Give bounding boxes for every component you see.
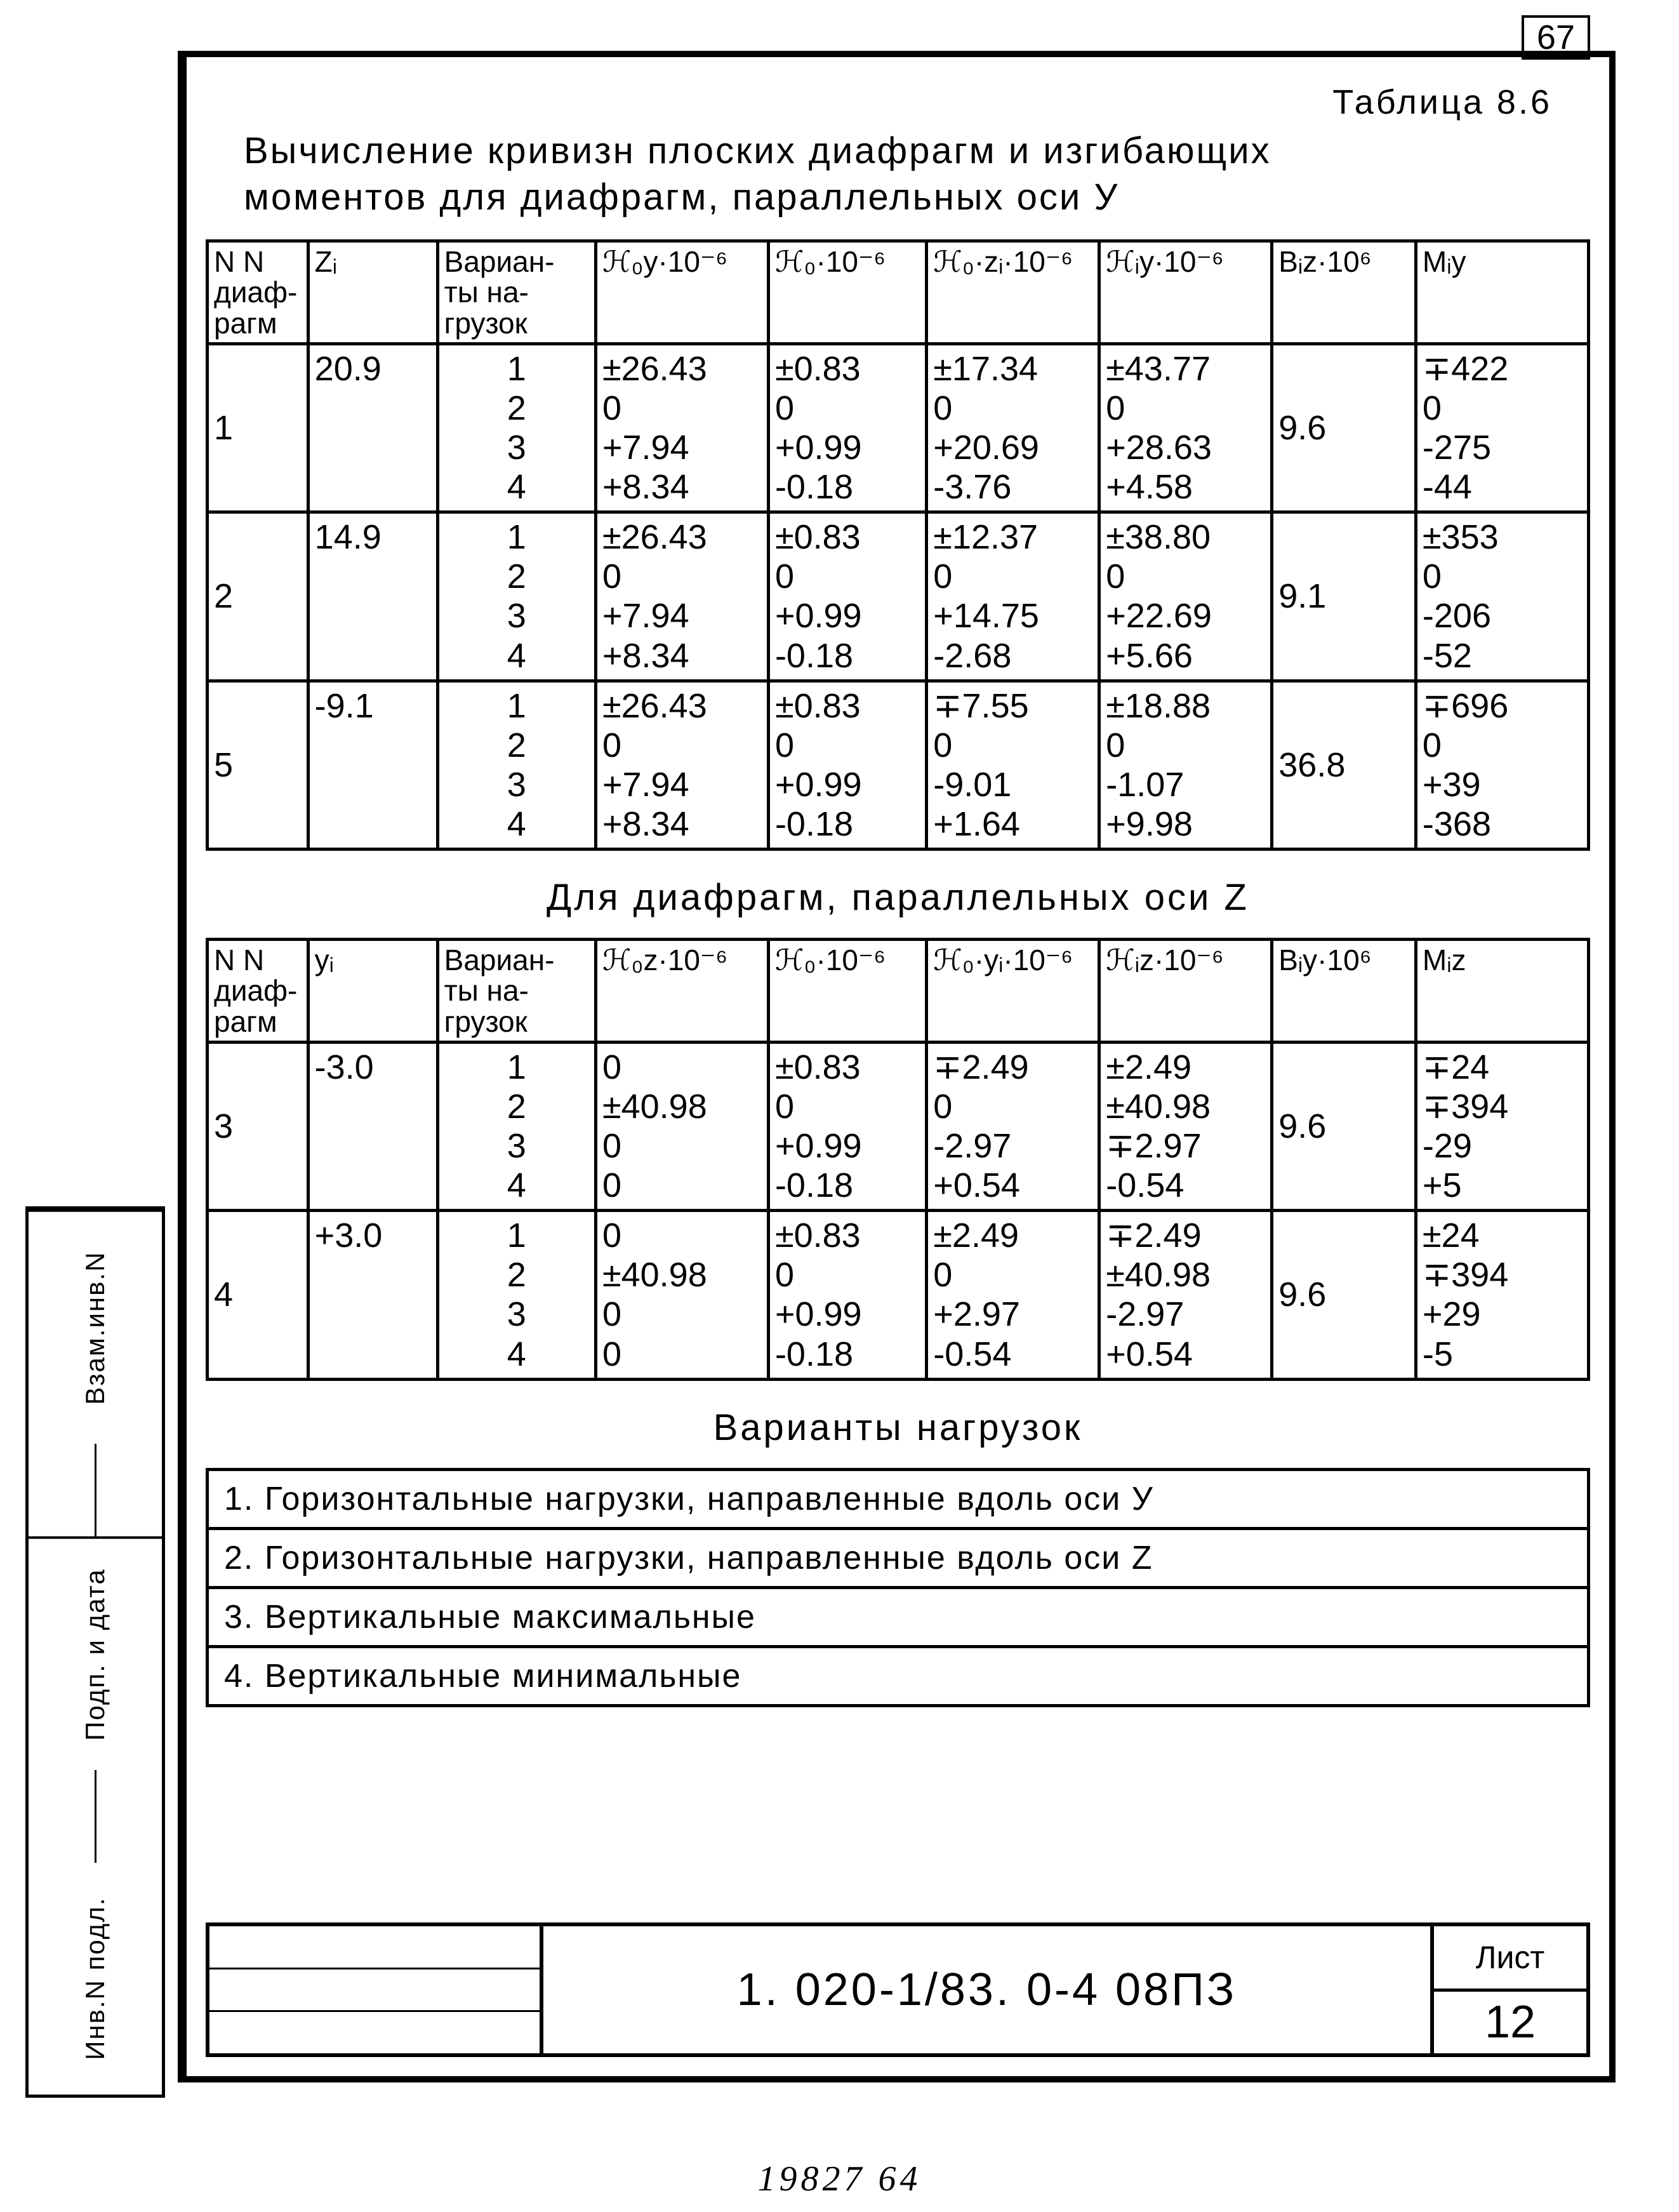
cell-var: 1 2 3 4 (437, 512, 595, 681)
cell-nn: 3 (208, 1042, 309, 1210)
cell-hoyi: ∓2.49 0 -2.97 +0.54 (927, 1042, 1099, 1210)
table-header-row: N N диаф- рагм yᵢ Вариан- ты на- грузок … (208, 940, 1589, 1043)
variant-item: 3. Вертикальные максимальные (208, 1587, 1589, 1646)
cell-var: 1 2 3 4 (437, 1042, 595, 1210)
cell-yi: +3.0 (308, 1211, 437, 1379)
page: 67 Взам.инв.N Подп. и дата Инв.N подл. Т… (0, 0, 1679, 2212)
table-row: 2 14.9 1 2 3 4 ±26.43 0 +7.94 +8.34 ±0.8… (208, 512, 1589, 681)
cell-var: 1 2 3 4 (437, 681, 595, 849)
title-block: 1. 020-1/83. 0-4 08ПЗ Лист 12 (206, 1922, 1590, 2057)
cell-hozi: ∓7.55 0 -9.01 +1.64 (927, 681, 1099, 849)
cell-nn: 4 (208, 1211, 309, 1379)
cell-hoy: ±26.43 0 +7.94 +8.34 (595, 512, 768, 681)
cell-var: 1 2 3 4 (437, 343, 595, 512)
cell-hiy: ±18.88 0 -1.07 +9.98 (1099, 681, 1272, 849)
variants-title: Варианты нагрузок (206, 1406, 1590, 1449)
table-y-axis: N N диаф- рагм Zᵢ Вариан- ты на- грузок … (206, 239, 1590, 851)
cell-biz: 36.8 (1272, 681, 1416, 849)
th-ho: ℋ₀·10⁻⁶ (768, 940, 926, 1043)
cell-hoy: ±26.43 0 +7.94 +8.34 (595, 343, 768, 512)
footer-meta: 19827 64 (758, 2159, 922, 2199)
drawing-frame: Таблица 8.6 Вычисление кривизн плоских д… (178, 51, 1616, 2082)
th-var: Вариан- ты на- грузок (437, 940, 595, 1043)
cell-biz: 9.6 (1272, 343, 1416, 512)
table-z-axis: N N диаф- рагм yᵢ Вариан- ты на- грузок … (206, 938, 1590, 1381)
cell-nn: 1 (208, 343, 309, 512)
cell-ho: ±0.83 0 +0.99 -0.18 (768, 512, 926, 681)
cell-hiy: ±43.77 0 +28.63 +4.58 (1099, 343, 1272, 512)
cell-ho: ±0.83 0 +0.99 -0.18 (768, 343, 926, 512)
variant-item: 4. Вертикальные минимальные (208, 1646, 1589, 1705)
cell-ho: ±0.83 0 +0.99 -0.18 (768, 681, 926, 849)
document-number: 1. 020-1/83. 0-4 08ПЗ (543, 1926, 1430, 2053)
cell-hiz: ±2.49 ±40.98 ∓2.97 -0.54 (1099, 1042, 1272, 1210)
th-miz: Mᵢz (1416, 940, 1588, 1043)
cell-hoyi: ±2.49 0 +2.97 -0.54 (927, 1211, 1099, 1379)
variant-item: 1. Горизонтальные нагрузки, направленные… (208, 1469, 1589, 1528)
th-var: Вариан- ты на- грузок (437, 241, 595, 344)
cell-miz: ∓24 ∓394 -29 +5 (1416, 1042, 1588, 1210)
cell-biy: 9.6 (1272, 1042, 1416, 1210)
title-block-revision-grid (209, 1926, 543, 2053)
th-biy: Bᵢy·10⁶ (1272, 940, 1416, 1043)
table-row: 4 +3.0 1 2 3 4 0 ±40.98 0 0 ±0.83 0 +0.9… (208, 1211, 1589, 1379)
side-label-1: Взам.инв.N (29, 1209, 162, 1444)
cell-hozi: ±12.37 0 +14.75 -2.68 (927, 512, 1099, 681)
table-label: Таблица 8.6 (206, 83, 1552, 122)
table-row: 5 -9.1 1 2 3 4 ±26.43 0 +7.94 +8.34 ±0.8… (208, 681, 1589, 849)
variants-list: 1. Горизонтальные нагрузки, направленные… (206, 1468, 1590, 1707)
cell-hiy: ±38.80 0 +22.69 +5.66 (1099, 512, 1272, 681)
page-title: Вычисление кривизн плоских диафрагм и из… (244, 128, 1565, 220)
sheet-number-box: Лист 12 (1430, 1926, 1586, 2053)
th-hoy: ℋ₀y·10⁻⁶ (595, 241, 768, 344)
cell-biy: 9.6 (1272, 1211, 1416, 1379)
th-hozi: ℋ₀·zᵢ·10⁻⁶ (927, 241, 1099, 344)
table-header-row: N N диаф- рагм Zᵢ Вариан- ты на- грузок … (208, 241, 1589, 344)
th-zi: Zᵢ (308, 241, 437, 344)
cell-biz: 9.1 (1272, 512, 1416, 681)
th-hoyi: ℋ₀·yᵢ·10⁻⁶ (927, 940, 1099, 1043)
cell-ho: ±0.83 0 +0.99 -0.18 (768, 1211, 926, 1379)
side-label-3: Инв.N подл. (29, 1863, 162, 2095)
th-nn: N N диаф- рагм (208, 940, 309, 1043)
cell-zi: 20.9 (308, 343, 437, 512)
th-hoz: ℋ₀z·10⁻⁶ (595, 940, 768, 1043)
cell-hoy: ±26.43 0 +7.94 +8.34 (595, 681, 768, 849)
th-yi: yᵢ (308, 940, 437, 1043)
cell-yi: -3.0 (308, 1042, 437, 1210)
sheet-number: 12 (1434, 1992, 1586, 2054)
cell-miy: ±353 0 -206 -52 (1416, 512, 1588, 681)
th-hiz: ℋᵢz·10⁻⁶ (1099, 940, 1272, 1043)
th-nn: N N диаф- рагм (208, 241, 309, 344)
cell-zi: -9.1 (308, 681, 437, 849)
cell-hoz: 0 ±40.98 0 0 (595, 1211, 768, 1379)
side-label-2: Подп. и дата (29, 1536, 162, 1771)
variant-item: 2. Горизонтальные нагрузки, направленные… (208, 1528, 1589, 1587)
cell-miy: ∓696 0 +39 -368 (1416, 681, 1588, 849)
cell-nn: 5 (208, 681, 309, 849)
th-ho: ℋ₀·10⁻⁶ (768, 241, 926, 344)
cell-miy: ∓422 0 -275 -44 (1416, 343, 1588, 512)
mid-section-title: Для диафрагм, параллельных оси Z (206, 876, 1590, 919)
cell-hozi: ±17.34 0 +20.69 -3.76 (927, 343, 1099, 512)
title-line-1: Вычисление кривизн плоских диафрагм и из… (244, 130, 1271, 171)
cell-zi: 14.9 (308, 512, 437, 681)
cell-hiz: ∓2.49 ±40.98 -2.97 +0.54 (1099, 1211, 1272, 1379)
th-hiy: ℋᵢy·10⁻⁶ (1099, 241, 1272, 344)
cell-var: 1 2 3 4 (437, 1211, 595, 1379)
sheet-label: Лист (1434, 1926, 1586, 1992)
th-miy: Mᵢy (1416, 241, 1588, 344)
binding-margin-strip: Взам.инв.N Подп. и дата Инв.N подл. (25, 1206, 165, 2098)
cell-ho: ±0.83 0 +0.99 -0.18 (768, 1042, 926, 1210)
table-row: 1 20.9 1 2 3 4 ±26.43 0 +7.94 +8.34 ±0.8… (208, 343, 1589, 512)
table-row: 3 -3.0 1 2 3 4 0 ±40.98 0 0 ±0.83 0 +0.9… (208, 1042, 1589, 1210)
cell-miz: ±24 ∓394 +29 -5 (1416, 1211, 1588, 1379)
th-biz: Bᵢz·10⁶ (1272, 241, 1416, 344)
cell-hoz: 0 ±40.98 0 0 (595, 1042, 768, 1210)
title-line-2: моментов для диафрагм, параллельных оси … (244, 177, 1119, 218)
cell-nn: 2 (208, 512, 309, 681)
